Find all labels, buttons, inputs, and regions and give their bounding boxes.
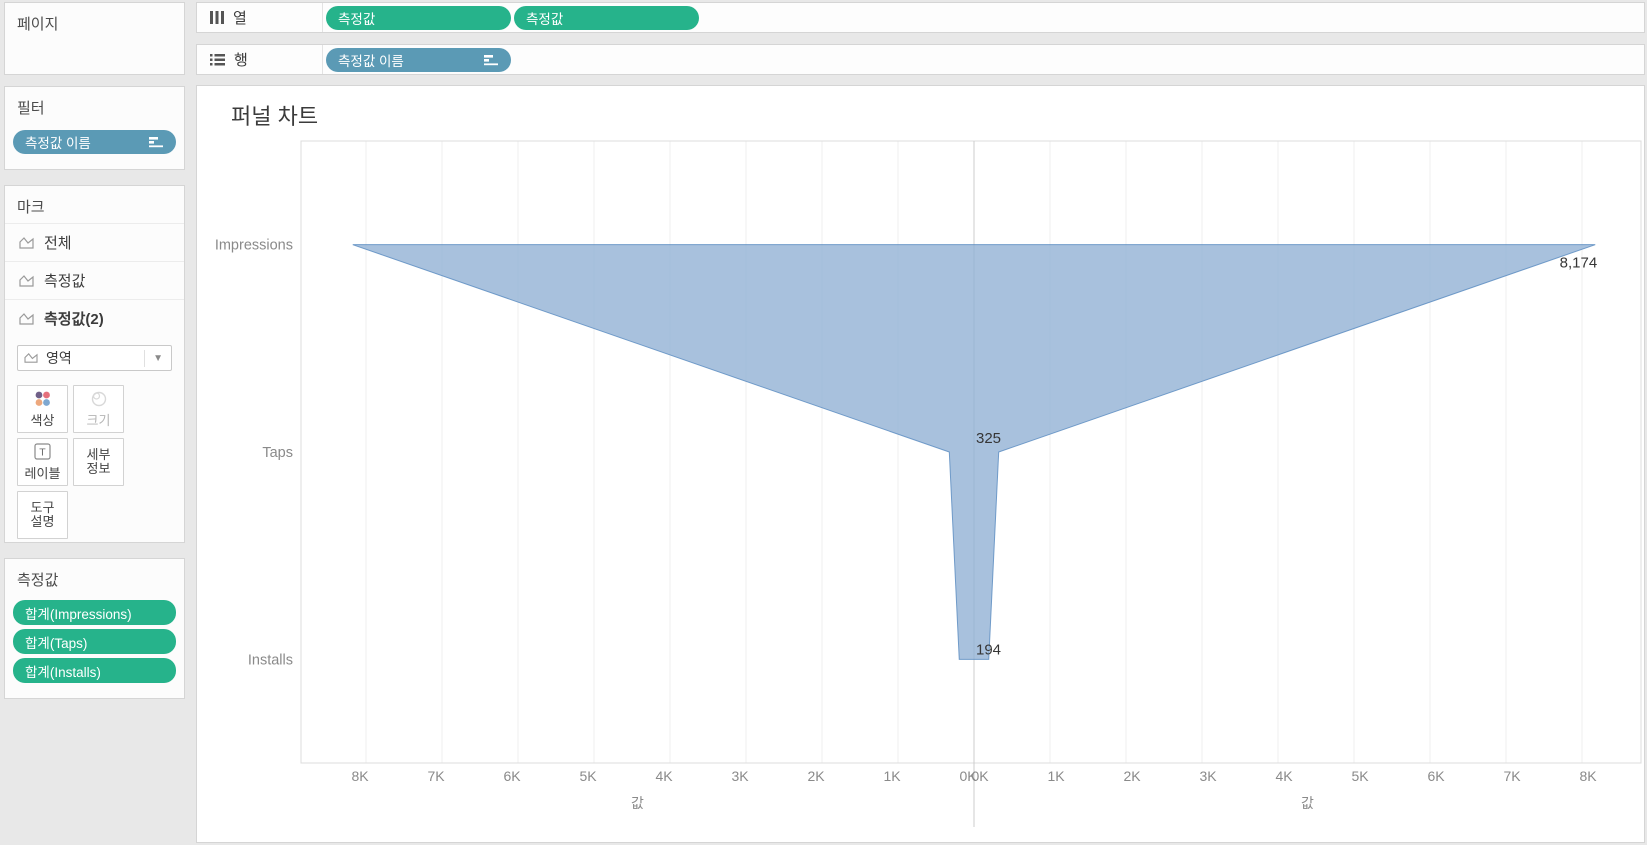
marks-panel-title: 마크 bbox=[17, 199, 45, 216]
size-circles-icon bbox=[91, 391, 106, 406]
filters-panel: 필터 측정값 이름 bbox=[4, 86, 185, 170]
color-dots-icon bbox=[35, 391, 50, 406]
columns-shelf-label: 열 bbox=[197, 3, 323, 32]
measure-pill-installs[interactable]: 합계(Installs) bbox=[13, 658, 176, 683]
plot-border bbox=[300, 140, 1642, 764]
rows-pill-measure-names[interactable]: 측정값 이름 bbox=[326, 47, 511, 72]
measure-pill-impressions[interactable]: 합계(Impressions) bbox=[13, 600, 176, 625]
rows-shelf-label: 행 bbox=[197, 45, 323, 74]
columns-icon bbox=[210, 11, 224, 24]
tick-right-6k: 6K bbox=[1427, 768, 1445, 784]
tick-left-7k: 7K bbox=[427, 768, 445, 784]
marks-tab-measure-values-2[interactable]: 측정값(2) bbox=[5, 299, 184, 337]
pages-panel: 페이지 bbox=[4, 2, 185, 75]
marks-tab-all[interactable]: 전체 bbox=[5, 223, 184, 261]
filter-pill-label: 측정값 이름 bbox=[25, 136, 91, 151]
columns-shelf: 열 측정값 측정값 bbox=[196, 2, 1645, 33]
measure-pill-taps[interactable]: 합계(Taps) bbox=[13, 629, 176, 654]
svg-text:T: T bbox=[39, 446, 46, 458]
text-label-icon: T bbox=[34, 442, 51, 460]
row-label-impressions: Impressions bbox=[215, 238, 293, 254]
label-button[interactable]: T 레이블 bbox=[17, 438, 68, 486]
chevron-down-icon: ▼ bbox=[144, 349, 165, 367]
tick-right-2k: 2K bbox=[1123, 768, 1141, 784]
tooltip-button[interactable]: 도구 설명 bbox=[17, 491, 68, 539]
color-button[interactable]: 색상 bbox=[17, 385, 68, 433]
measure-values-title: 측정값 bbox=[17, 572, 59, 589]
rows-shelf: 행 측정값 이름 bbox=[196, 44, 1645, 75]
tick-right-1k: 1K bbox=[1047, 768, 1065, 784]
tick-left-0k: 0K bbox=[959, 768, 977, 784]
tick-right-7k: 7K bbox=[1503, 768, 1521, 784]
size-button[interactable]: 크기 bbox=[73, 385, 124, 433]
tick-right-8k: 8K bbox=[1579, 768, 1597, 784]
area-chart-icon bbox=[19, 313, 34, 325]
measure-values-panel: 측정값 합계(Impressions) 합계(Taps) 합계(Installs… bbox=[4, 558, 185, 699]
tick-left-5k: 5K bbox=[579, 768, 597, 784]
tick-left-4k: 4K bbox=[655, 768, 673, 784]
x-axis-label-left: 값 bbox=[631, 795, 644, 811]
chart-title: 퍼널 차트 bbox=[231, 104, 319, 129]
tick-left-6k: 6K bbox=[503, 768, 521, 784]
tick-right-4k: 4K bbox=[1275, 768, 1293, 784]
data-label-impressions: 8,174 bbox=[1560, 255, 1598, 272]
area-chart-icon bbox=[19, 237, 34, 249]
tick-right-0k: 0K bbox=[971, 768, 989, 784]
columns-pill-measure-values-1[interactable]: 측정값 bbox=[326, 5, 511, 30]
sorted-bars-icon bbox=[484, 54, 498, 65]
mark-type-dropdown[interactable]: 영역 ▼ bbox=[17, 345, 172, 371]
tick-left-8k: 8K bbox=[351, 768, 369, 784]
area-chart-icon bbox=[24, 353, 38, 363]
columns-pill-measure-values-2[interactable]: 측정값 bbox=[514, 5, 699, 30]
row-label-installs: Installs bbox=[248, 652, 293, 668]
funnel-area-mark[interactable] bbox=[352, 244, 1596, 660]
tick-right-3k: 3K bbox=[1199, 768, 1217, 784]
rows-icon bbox=[210, 54, 225, 66]
mark-type-value: 영역 bbox=[46, 350, 72, 366]
marks-panel: 마크 전체 측정값 측정값(2) 영역 ▼ 색상 크기 bbox=[4, 185, 185, 543]
tick-right-5k: 5K bbox=[1351, 768, 1369, 784]
pages-panel-title: 페이지 bbox=[17, 16, 59, 33]
data-label-taps: 325 bbox=[976, 430, 1001, 447]
chart-sheet: 퍼널 차트 Impressions Taps Installs 8,174 325 194… bbox=[196, 85, 1645, 843]
row-label-taps: Taps bbox=[262, 445, 293, 461]
tick-left-2k: 2K bbox=[807, 768, 825, 784]
marks-tab-measure-values[interactable]: 측정값 bbox=[5, 261, 184, 299]
x-axis-label-right: 값 bbox=[1301, 795, 1314, 811]
data-label-installs: 194 bbox=[976, 641, 1001, 658]
filter-pill-measure-names[interactable]: 측정값 이름 bbox=[13, 130, 176, 154]
detail-button[interactable]: 세부 정보 bbox=[73, 438, 124, 486]
area-chart-icon bbox=[19, 275, 34, 287]
sorted-bars-icon bbox=[149, 137, 163, 148]
tick-left-1k: 1K bbox=[883, 768, 901, 784]
tick-left-3k: 3K bbox=[731, 768, 749, 784]
filters-panel-title: 필터 bbox=[17, 100, 45, 117]
